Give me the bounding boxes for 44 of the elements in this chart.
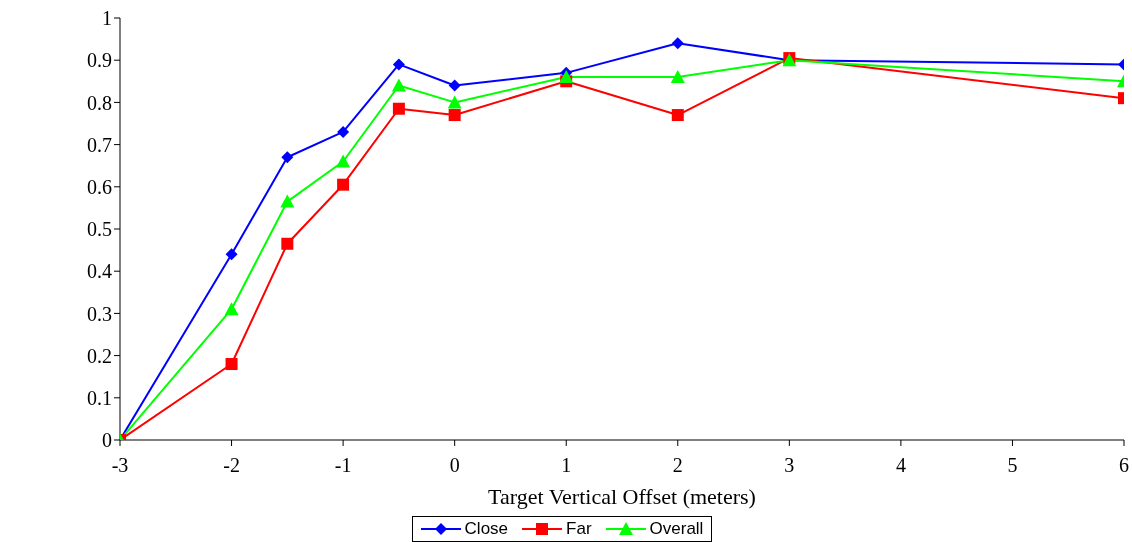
x-tick-label: -1 xyxy=(334,454,352,477)
point xyxy=(671,37,684,50)
x-tick-label: 0 xyxy=(449,454,460,477)
y-tick-label: 0.7 xyxy=(87,133,112,156)
point xyxy=(448,79,461,92)
point xyxy=(392,58,405,71)
point xyxy=(392,102,405,115)
point xyxy=(281,237,294,250)
x-tick-label: -3 xyxy=(111,454,129,477)
point xyxy=(337,125,350,138)
y-tick-label: 0.3 xyxy=(87,302,112,325)
legend-label: Overall xyxy=(649,519,704,539)
y-tick-label: 0.5 xyxy=(87,218,112,241)
y-tick-label: 0.9 xyxy=(87,49,112,72)
x-tick-label: 2 xyxy=(672,454,683,477)
x-tick-label: 6 xyxy=(1119,454,1129,477)
point xyxy=(336,154,351,168)
legend-label: Far xyxy=(566,519,592,539)
x-tick-label: 4 xyxy=(895,454,906,477)
point xyxy=(280,194,295,208)
y-tick-label: 0.6 xyxy=(87,175,112,198)
y-tick-label: 0.4 xyxy=(87,260,112,283)
point xyxy=(671,109,684,122)
x-tick-label: 1 xyxy=(561,454,572,477)
point xyxy=(225,358,238,371)
point xyxy=(281,151,294,164)
x-axis-title: Target Vertical Offset (meters) xyxy=(488,484,756,509)
y-tick-label: 0.1 xyxy=(87,386,112,409)
point xyxy=(448,109,461,122)
point xyxy=(337,178,350,191)
point xyxy=(559,70,574,84)
point xyxy=(447,95,462,109)
y-tick-label: 0 xyxy=(102,429,112,452)
point xyxy=(670,70,685,84)
point xyxy=(224,302,239,316)
x-tick-label: -2 xyxy=(223,454,240,477)
legend-label: Close xyxy=(464,519,509,539)
point xyxy=(225,248,238,261)
y-tick-label: 0.2 xyxy=(87,344,112,367)
x-tick-label: 3 xyxy=(784,454,795,477)
y-tick-label: 0.8 xyxy=(87,91,112,114)
y-tick-label: 1 xyxy=(102,7,112,30)
x-tick-label: 5 xyxy=(1007,454,1018,477)
point xyxy=(391,78,406,92)
